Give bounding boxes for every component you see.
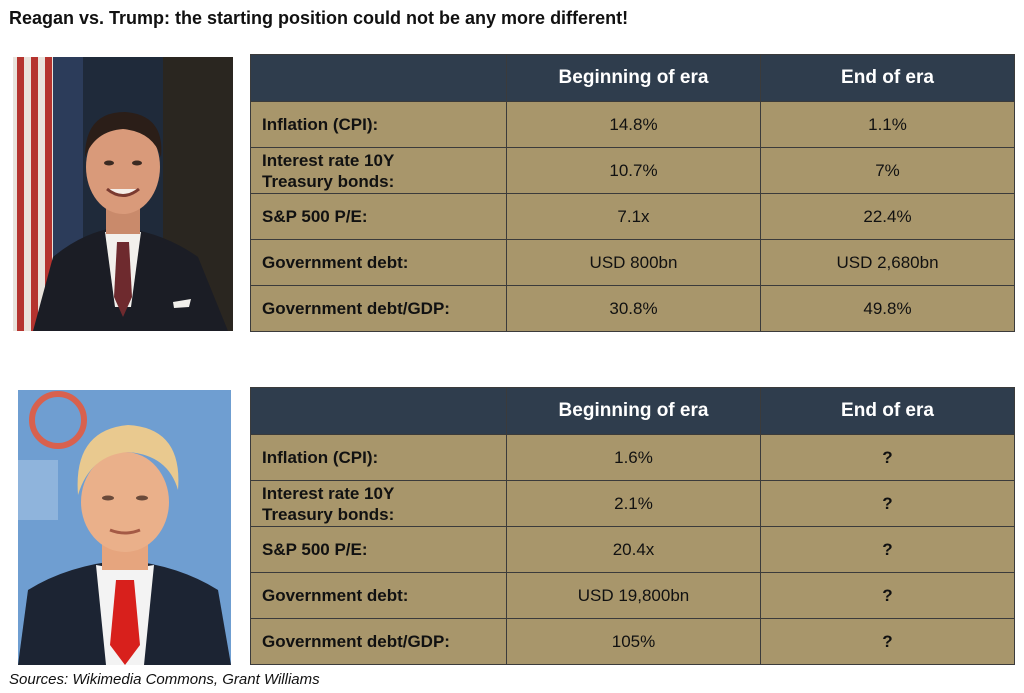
beginning-value: 1.6% (506, 434, 761, 481)
header-empty-cell (250, 54, 507, 102)
row-label: Inflation (CPI): (250, 434, 507, 481)
end-value: 49.8% (760, 285, 1015, 332)
table-row: S&P 500 P/E: 7.1x 22.4% (250, 193, 1015, 240)
end-value: 22.4% (760, 193, 1015, 240)
row-label: Government debt/GDP: (250, 618, 507, 665)
header-empty-cell (250, 387, 507, 435)
table-row: Inflation (CPI): 1.6% ? (250, 434, 1015, 481)
end-value-unknown: ? (760, 526, 1015, 573)
end-value-unknown: ? (760, 618, 1015, 665)
row-label: S&P 500 P/E: (250, 526, 507, 573)
row-label: Government debt: (250, 572, 507, 619)
end-value-unknown: ? (760, 572, 1015, 619)
source-caption: Sources: Wikimedia Commons, Grant Willia… (9, 671, 320, 688)
beginning-value: 105% (506, 618, 761, 665)
table-row: S&P 500 P/E: 20.4x ? (250, 526, 1015, 573)
table-header-row: Beginning of era End of era (250, 387, 1015, 435)
end-value-unknown: ? (760, 434, 1015, 481)
end-value: USD 2,680bn (760, 239, 1015, 286)
row-label: Government debt/GDP: (250, 285, 507, 332)
beginning-value: USD 800bn (506, 239, 761, 286)
beginning-value: 14.8% (506, 101, 761, 148)
table-row: Government debt/GDP: 30.8% 49.8% (250, 285, 1015, 332)
end-value-unknown: ? (760, 480, 1015, 527)
beginning-value: 20.4x (506, 526, 761, 573)
table-row: Interest rate 10Y Treasury bonds: 2.1% ? (250, 480, 1015, 527)
beginning-value: 10.7% (506, 147, 761, 194)
beginning-value: 2.1% (506, 480, 761, 527)
header-beginning-of-era: Beginning of era (506, 387, 761, 435)
end-value: 1.1% (760, 101, 1015, 148)
table-header-row: Beginning of era End of era (250, 54, 1015, 102)
page-title: Reagan vs. Trump: the starting position … (9, 8, 629, 28)
table-row: Inflation (CPI): 14.8% 1.1% (250, 101, 1015, 148)
table-row: Government debt/GDP: 105% ? (250, 618, 1015, 665)
end-value: 7% (760, 147, 1015, 194)
row-label: Interest rate 10Y Treasury bonds: (250, 480, 507, 527)
row-label: S&P 500 P/E: (250, 193, 507, 240)
beginning-value: 30.8% (506, 285, 761, 332)
table-row: Government debt: USD 800bn USD 2,680bn (250, 239, 1015, 286)
reagan-era-table: Beginning of era End of era Inflation (C… (250, 54, 1015, 332)
header-end-of-era: End of era (760, 387, 1015, 435)
trump-era-table: Beginning of era End of era Inflation (C… (250, 387, 1015, 665)
beginning-value: USD 19,800bn (506, 572, 761, 619)
beginning-value: 7.1x (506, 193, 761, 240)
reagan-portrait-image (13, 57, 233, 331)
header-beginning-of-era: Beginning of era (506, 54, 761, 102)
row-label: Inflation (CPI): (250, 101, 507, 148)
row-label: Government debt: (250, 239, 507, 286)
table-row: Government debt: USD 19,800bn ? (250, 572, 1015, 619)
header-end-of-era: End of era (760, 54, 1015, 102)
row-label: Interest rate 10Y Treasury bonds: (250, 147, 507, 194)
table-row: Interest rate 10Y Treasury bonds: 10.7% 7… (250, 147, 1015, 194)
trump-portrait-image (18, 390, 231, 665)
